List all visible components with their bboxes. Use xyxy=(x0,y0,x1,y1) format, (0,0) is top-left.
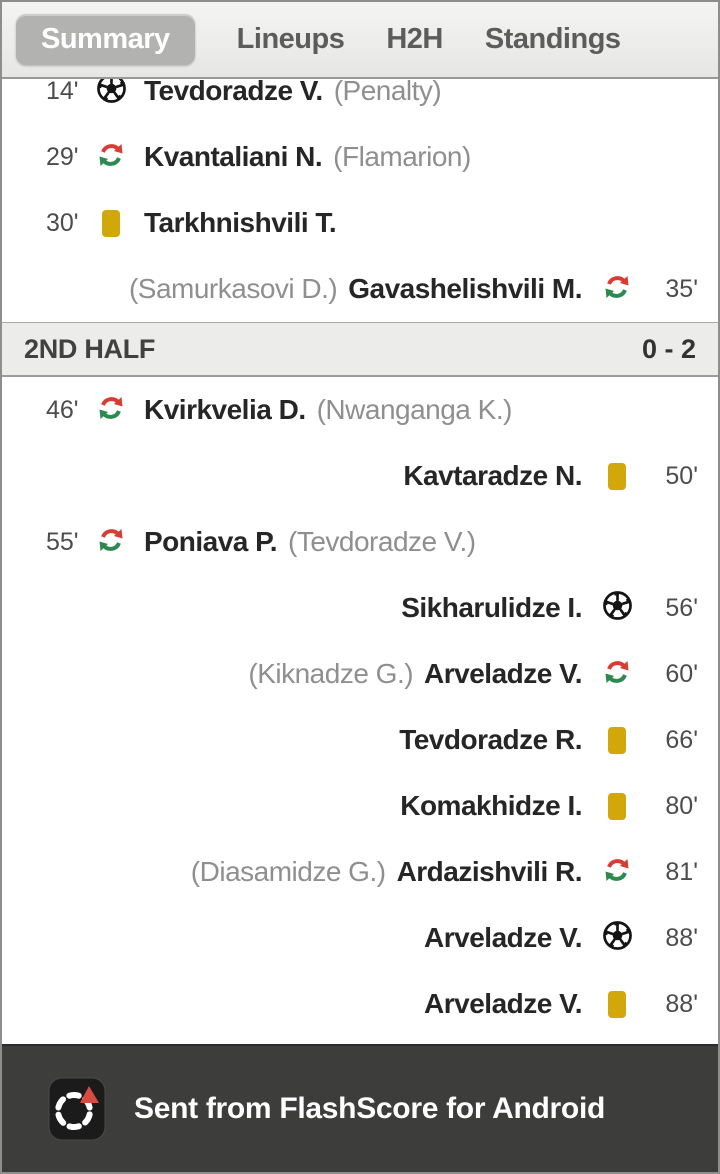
yellow-card-icon xyxy=(608,462,626,490)
player-name: Komakhidze I. xyxy=(400,790,582,821)
player-name: Kvirkvelia D. xyxy=(144,394,306,425)
event-minute: 35' xyxy=(665,274,698,303)
tab-summary[interactable]: Summary xyxy=(16,14,195,65)
event-row: 55' Poniava P. (Tevdoradze V.) xyxy=(2,509,718,575)
event-minute: 81' xyxy=(665,857,698,886)
player-name: Arveladze V. xyxy=(424,922,582,953)
event-row: (Diasamidze G.) Ardazishvili R. 81' xyxy=(2,839,718,905)
secondary-player-name: (Samurkasovi D.) xyxy=(128,273,338,304)
player-name: Tevdoradze R. xyxy=(399,724,582,755)
event-minute: 46' xyxy=(46,395,79,424)
event-row: Arveladze V. 88' xyxy=(2,905,718,971)
event-row: Komakhidze I. 80' xyxy=(2,773,718,839)
event-icon-slot xyxy=(94,209,128,237)
secondary-player-name: (Penalty) xyxy=(333,75,442,106)
event-row: 46' Kvirkvelia D. (Nwanganga K.) xyxy=(2,377,718,443)
event-row: Kavtaradze N. 50' xyxy=(2,443,718,509)
yellow-card-icon xyxy=(608,792,626,820)
player-name: Arveladze V. xyxy=(424,658,582,689)
event-row: 14' Tevdoradze V. (Penalty) xyxy=(2,58,718,124)
event-icon-slot xyxy=(94,526,128,559)
event-row: Arveladze V. 88' xyxy=(2,971,718,1037)
event-minute: 55' xyxy=(46,527,79,556)
event-minute: 88' xyxy=(665,923,698,952)
player-name: Kavtaradze N. xyxy=(403,460,582,491)
substitution-icon xyxy=(97,526,125,559)
tab-bar: Summary Lineups H2H Standings xyxy=(2,2,718,79)
tab-lineups[interactable]: Lineups xyxy=(236,23,345,55)
event-minute: 29' xyxy=(46,142,79,171)
player-name: Tevdoradze V. xyxy=(144,75,323,106)
event-row: 29' Kvantaliani N. (Flamarion) xyxy=(2,124,718,190)
goal-icon xyxy=(602,920,633,956)
event-icon-slot xyxy=(600,273,634,306)
event-icon-slot xyxy=(600,792,634,820)
event-icon-slot xyxy=(600,590,634,626)
yellow-card-icon xyxy=(608,726,626,754)
event-row: (Kiknadze G.) Arveladze V. 60' xyxy=(2,641,718,707)
event-minute: 14' xyxy=(46,76,79,105)
event-minute: 30' xyxy=(46,208,79,237)
event-minute: 66' xyxy=(665,725,698,754)
player-name: Kvantaliani N. xyxy=(144,141,323,172)
substitution-icon xyxy=(97,141,125,174)
goal-icon xyxy=(602,590,633,626)
second-half-header: 2ND HALF 0 - 2 xyxy=(2,322,718,377)
tab-h2h[interactable]: H2H xyxy=(386,23,443,55)
event-row: (Samurkasovi D.) Gavashelishvili M. 35' xyxy=(2,256,718,322)
event-icon-slot xyxy=(600,990,634,1018)
event-minute: 50' xyxy=(665,461,698,490)
yellow-card-icon xyxy=(102,209,120,237)
event-row: Tevdoradze R. 66' xyxy=(2,707,718,773)
player-name: Ardazishvili R. xyxy=(396,856,583,887)
player-name: Tarkhnishvili T. xyxy=(144,207,337,238)
event-row: Sikharulidze I. 56' xyxy=(2,575,718,641)
event-icon-slot xyxy=(600,920,634,956)
player-name: Arveladze V. xyxy=(424,988,582,1019)
section-score: 0 - 2 xyxy=(641,333,696,364)
player-name: Gavashelishvili M. xyxy=(348,273,582,304)
section-title: 2ND HALF xyxy=(24,333,156,364)
substitution-icon xyxy=(603,658,631,691)
event-row: 30' Tarkhnishvili T. xyxy=(2,190,718,256)
event-list: 14' Tevdoradze V. (Penalty) 29' Kvantaliani … xyxy=(2,58,718,1044)
substitution-icon xyxy=(603,273,631,306)
substitution-icon xyxy=(603,856,631,889)
event-icon-slot xyxy=(600,658,634,691)
event-icon-slot xyxy=(600,462,634,490)
second-half-events: 46' Kvirkvelia D. (Nwanganga K.) Kavtaradze… xyxy=(2,377,718,1037)
substitution-icon xyxy=(97,394,125,427)
tab-standings[interactable]: Standings xyxy=(484,23,621,55)
footer-text: Sent from FlashScore for Android xyxy=(134,1092,606,1125)
event-minute: 56' xyxy=(665,593,698,622)
secondary-player-name: (Flamarion) xyxy=(333,141,471,172)
event-minute: 60' xyxy=(665,659,698,688)
event-icon-slot xyxy=(94,394,128,427)
secondary-player-name: (Kiknadze G.) xyxy=(248,658,414,689)
event-icon-slot xyxy=(600,856,634,889)
event-icon-slot xyxy=(600,726,634,754)
event-minute: 88' xyxy=(665,989,698,1018)
yellow-card-icon xyxy=(608,990,626,1018)
secondary-player-name: (Tevdoradze V.) xyxy=(288,526,476,557)
player-name: Poniava P. xyxy=(144,526,278,557)
player-name: Sikharulidze I. xyxy=(401,592,582,623)
footer-banner[interactable]: Sent from FlashScore for Android xyxy=(2,1044,718,1172)
flashscore-logo-icon xyxy=(48,1077,106,1141)
event-minute: 80' xyxy=(665,791,698,820)
secondary-player-name: (Diasamidze G.) xyxy=(190,856,386,887)
event-icon-slot xyxy=(94,141,128,174)
first-half-events: 14' Tevdoradze V. (Penalty) 29' Kvantaliani … xyxy=(2,58,718,322)
secondary-player-name: (Nwanganga K.) xyxy=(316,394,513,425)
